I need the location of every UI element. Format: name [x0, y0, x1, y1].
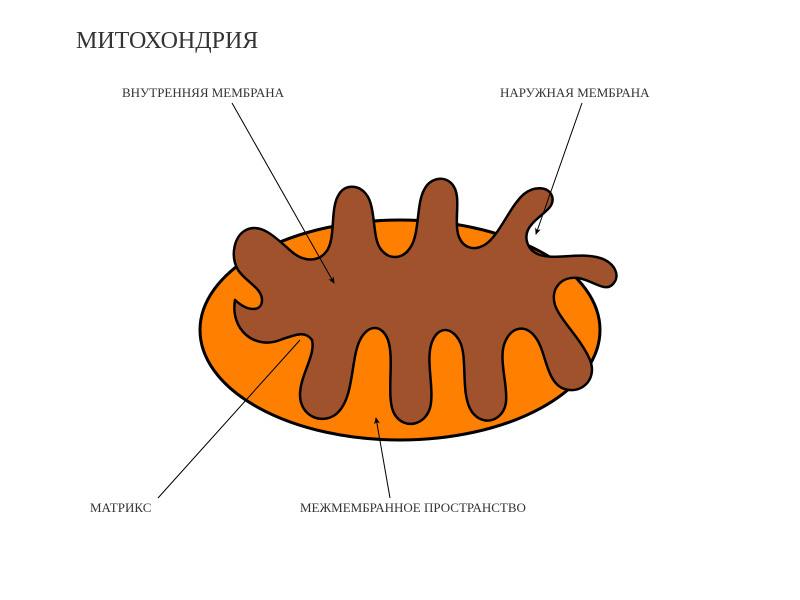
label-intermembrane: МЕЖМЕМБРАННОЕ ПРОСТРАНСТВО [300, 500, 526, 516]
label-inner-membrane: ВНУТРЕННЯЯ МЕМБРАНА [122, 85, 284, 101]
leader-line-outer-membrane [536, 103, 582, 234]
label-matrix: МАТРИКС [90, 500, 151, 516]
diagram-stage: МИТОХОНДРИЯ ВНУТРЕННЯЯ МЕМБРАНА НАРУЖНАЯ… [0, 0, 800, 600]
label-outer-membrane: НАРУЖНАЯ МЕМБРАНА [500, 85, 650, 101]
